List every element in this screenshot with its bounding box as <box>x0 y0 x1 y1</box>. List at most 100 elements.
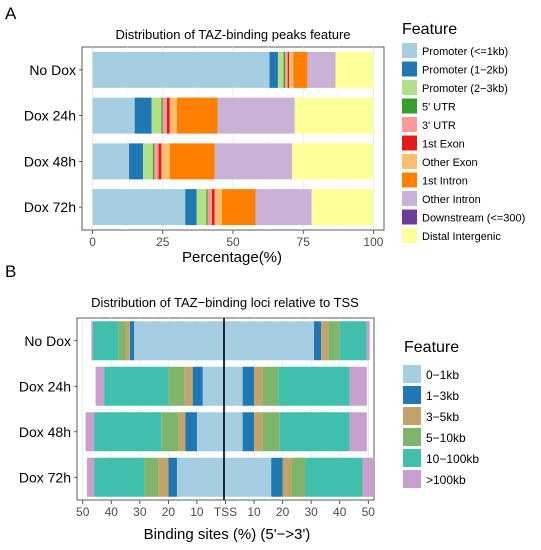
downstream-bar-0-1kb <box>225 366 243 406</box>
panel-b-legend-items: 0−1kb 1−3kb 3−5kb 5−10kb 10−100kb >100kb <box>403 365 479 488</box>
upstream-bar-1-3kb <box>185 412 197 452</box>
x-tick-label: 50 <box>226 235 240 249</box>
bar-promoter-1-2kb <box>134 97 152 134</box>
bar-other-intron <box>214 143 292 180</box>
upstream-bar-3-5kb <box>125 321 130 361</box>
bar-other-exon <box>169 97 177 134</box>
bar-5-utr <box>152 143 155 180</box>
panel-a-label: A <box>5 4 17 23</box>
upstream-bar-0-1kb <box>176 457 226 497</box>
bar-3-utr <box>207 189 212 226</box>
x-tick-label: 10 <box>190 505 204 519</box>
legend-swatch <box>402 117 417 132</box>
bar-distal-intergenic <box>335 51 374 88</box>
x-tick-label: 10 <box>247 505 261 519</box>
bar-5-utr <box>161 97 163 134</box>
legend-swatch <box>403 386 421 404</box>
bar-promoter-1kb <box>92 97 135 134</box>
legend-label: 5−10kb <box>426 431 466 445</box>
legend-label: 10−100kb <box>426 452 479 466</box>
panel-a-x-ticks: 0 25 50 75 100 <box>89 230 384 249</box>
downstream-bar-3-5kb <box>282 457 292 497</box>
legend-label: Promoter (1−2kb) <box>422 65 508 77</box>
upstream-bar-10-100kb <box>92 321 119 361</box>
legend-label: 1st Exon <box>422 139 465 151</box>
bar-1st-exon <box>287 51 290 88</box>
legend-label: Distal Intergenic <box>422 231 501 243</box>
legend-label: Other Exon <box>422 157 478 169</box>
bar-promoter-2-3kb <box>143 143 153 180</box>
x-tick-label: 40 <box>333 505 347 519</box>
legend-swatch <box>402 98 417 114</box>
downstream-bar-5-10kb <box>262 412 280 452</box>
bar-other-intron <box>255 189 312 226</box>
upstream-bar-0-1kb <box>196 412 226 452</box>
legend-swatch <box>402 61 417 77</box>
legend-swatch <box>403 428 421 446</box>
upstream-bar-0-1kb <box>134 321 226 361</box>
downstream-bar-3-5kb <box>254 366 263 406</box>
upstream-bar-5-10kb <box>161 412 179 452</box>
x-tick-label: 20 <box>276 505 290 519</box>
legend-swatch <box>403 365 421 383</box>
legend-swatch <box>402 154 417 169</box>
upstream-bar-100kb <box>95 366 105 406</box>
legend-swatch <box>403 449 421 467</box>
x-tick-label: 25 <box>156 235 170 249</box>
upstream-bar-1-3kb <box>192 366 203 406</box>
panel-a: A Distribution of TAZ-binding peaks feat… <box>5 4 525 266</box>
upstream-bar-100kb <box>91 321 93 361</box>
panel-b-bars <box>85 321 374 497</box>
legend-swatch <box>402 228 417 243</box>
bar-3-utr <box>162 97 167 134</box>
legend-label: 0−1kb <box>426 368 459 382</box>
category-label: Dox 72h <box>19 469 71 485</box>
bar-other-exon <box>214 189 222 226</box>
upstream-bar-5-10kb <box>168 366 185 406</box>
upstream-bar-0-1kb <box>202 366 226 406</box>
x-tick-label: 50 <box>362 505 376 519</box>
panel-b-legend-title: Feature <box>404 339 459 356</box>
panel-b-title: Distribution of TAZ−binding loci relativ… <box>91 295 359 310</box>
legend-swatch <box>402 172 417 188</box>
x-tick-label: TSS <box>214 505 237 519</box>
upstream-bar-1-3kb <box>129 321 135 361</box>
bar-1st-intron <box>169 143 215 180</box>
legend-swatch <box>402 80 417 95</box>
bar-5-utr <box>206 189 208 226</box>
category-label: Dox 24h <box>19 378 71 394</box>
upstream-bar-10-100kb <box>104 366 169 406</box>
legend-label: Promoter (2−3kb) <box>422 83 508 95</box>
upstream-bar-5-10kb <box>144 457 159 497</box>
upstream-bar-3-5kb <box>184 366 193 406</box>
bar-promoter-1kb <box>92 143 130 180</box>
bar-promoter-1-2kb <box>185 189 197 226</box>
x-tick-label: 20 <box>162 505 176 519</box>
bar-5-utr <box>283 51 285 88</box>
downstream-bar-0-1kb <box>225 412 243 452</box>
bar-1st-intron <box>176 97 218 134</box>
panel-b-x-ticks: 50 40 30 20 10 TSS 10 20 30 40 50 <box>76 500 375 519</box>
panel-a-legend-title: Feature <box>402 21 457 38</box>
panel-b: B Distribution of TAZ−binding loci relat… <box>5 262 479 543</box>
bar-promoter-2-3kb <box>196 189 207 226</box>
panel-a-legend-items: Promoter (<=1kb) Promoter (1−2kb) Promoter… <box>402 43 525 243</box>
panel-a-legend: Feature Promoter (<=1kb) Promoter (1−2kb)… <box>402 21 525 243</box>
category-label: No Dox <box>24 333 71 349</box>
legend-label: 1st Intron <box>422 176 468 188</box>
bar-other-exon <box>289 51 294 88</box>
downstream-bar-5-10kb <box>291 457 306 497</box>
legend-label: Other Intron <box>422 194 481 206</box>
x-tick-label: 75 <box>297 235 311 249</box>
bar-1st-intron <box>293 51 308 88</box>
legend-swatch <box>403 470 421 488</box>
bar-1st-exon <box>158 143 162 180</box>
downstream-bar-10-100kb <box>279 412 350 452</box>
upstream-bar-5-10kb <box>118 321 126 361</box>
panel-b-category-labels: No Dox Dox 24h Dox 48h Dox 72h <box>19 333 77 485</box>
downstream-bar-10-100kb <box>339 321 367 361</box>
bar-other-exon <box>161 143 170 180</box>
downstream-bar-10-100kb <box>278 366 350 406</box>
bar-promoter-1kb <box>92 189 186 226</box>
downstream-bar-1-3kb <box>242 412 255 452</box>
